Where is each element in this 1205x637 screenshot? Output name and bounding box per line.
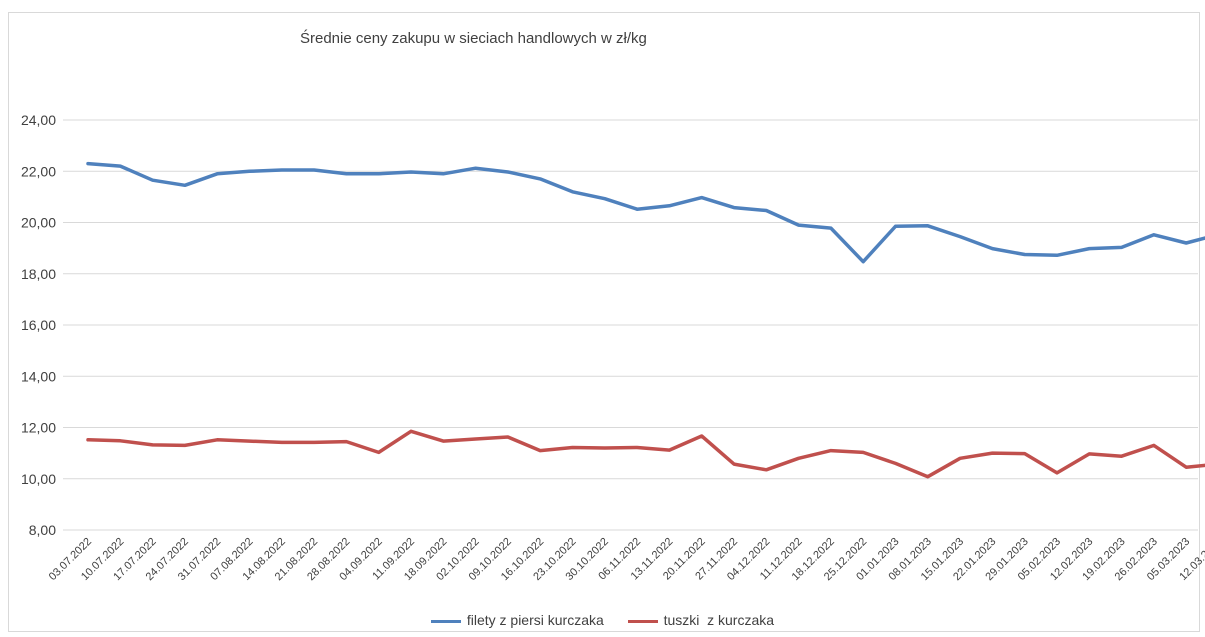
y-tick-label: 18,00 xyxy=(21,266,56,282)
legend-swatch-red xyxy=(627,620,658,624)
y-tick-label: 8,00 xyxy=(29,522,56,538)
series-line-0 xyxy=(86,161,1205,264)
y-axis-ticks: 8,00 10,00 12,00 14,00 16,00 18,00 20,00 22,00 2… xyxy=(21,112,56,538)
y-tick-label: 14,00 xyxy=(21,368,56,384)
legend-item-tuszki: tuszki z kurczaka xyxy=(627,612,775,629)
chart-title: Średnie ceny zakupu w sieciach handlowyc… xyxy=(300,30,647,47)
y-tick-label: 22,00 xyxy=(21,163,56,179)
legend-item-filety: filety z piersi kurczaka xyxy=(430,612,604,629)
x-axis-ticks: 03.07.202210.07.202217.07.202224.07.2022… xyxy=(47,536,1205,583)
y-tick-label: 10,00 xyxy=(21,471,56,487)
y-tick-label: 20,00 xyxy=(21,215,56,231)
legend-label-tuszki: tuszki z kurczaka xyxy=(663,612,775,629)
y-tick-label: 24,00 xyxy=(21,112,56,128)
series-line-1 xyxy=(86,429,1205,479)
y-tick-label: 16,00 xyxy=(21,317,56,333)
y-tick-label: 12,00 xyxy=(21,420,56,436)
legend-label-filety: filety z piersi kurczaka xyxy=(466,612,604,629)
gridlines xyxy=(63,119,1198,531)
legend-swatch-blue xyxy=(430,620,461,624)
legend: filety z piersi kurczaka tuszki z kurcza… xyxy=(0,611,1205,628)
series-lines xyxy=(86,161,1205,479)
chart-frame xyxy=(8,12,1200,632)
